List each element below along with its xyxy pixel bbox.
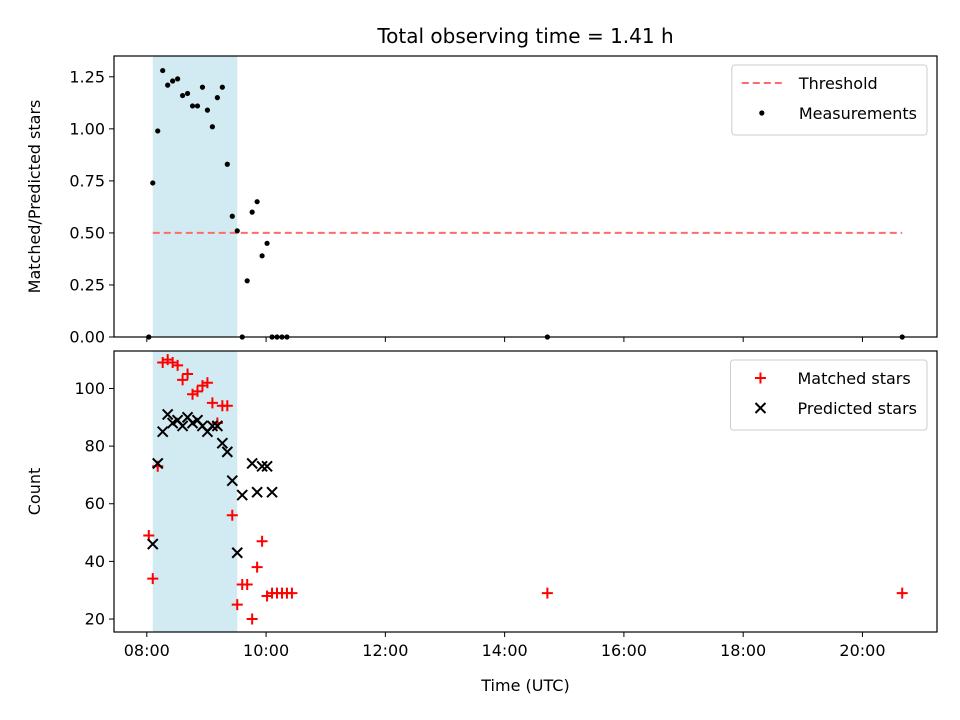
y-tick-label: 1.25	[69, 67, 105, 86]
data-point	[179, 92, 186, 99]
data-point	[254, 199, 260, 205]
legend-swatch	[759, 110, 765, 116]
top-panel: 0.00 0.25 0.50 0.75 1.00 1.25 Matched/Predicte…	[25, 55, 938, 347]
legend-swatch	[754, 372, 766, 384]
data-point	[896, 587, 908, 599]
data-point	[236, 489, 248, 501]
x-tick-label: 10:00	[243, 641, 289, 660]
legend: Threshold Measurements	[731, 64, 928, 136]
data-point	[206, 420, 219, 432]
data-point	[211, 420, 224, 432]
data-point	[249, 209, 255, 215]
y-tick-label: 0.75	[69, 171, 105, 190]
data-point	[177, 374, 189, 386]
data-point	[246, 457, 258, 470]
data-point	[241, 578, 253, 590]
data-point	[172, 359, 184, 371]
legend-entry-label: Matched stars	[797, 369, 910, 388]
data-point	[216, 437, 229, 449]
data-point	[266, 486, 278, 498]
data-point	[175, 76, 181, 82]
data-point	[165, 82, 171, 88]
series-predicted-stars	[147, 408, 278, 559]
data-point	[251, 561, 263, 573]
y-axis-label: Count	[25, 468, 44, 516]
y-axis-label: Matched/Predicted stars	[25, 100, 44, 294]
legend-swatch	[754, 402, 767, 414]
y-tick-label: 0.00	[69, 328, 105, 347]
axes-frame	[113, 350, 938, 633]
data-point	[286, 587, 298, 599]
x-tick-label: 18:00	[720, 641, 766, 660]
data-point	[259, 253, 265, 259]
shaded-region	[152, 351, 238, 632]
x-tick-label: 12:00	[362, 641, 408, 660]
data-point	[229, 213, 235, 219]
y-tick-label: 0.25	[69, 275, 105, 294]
data-point	[204, 107, 211, 113]
data-point	[221, 446, 234, 458]
data-point	[206, 397, 218, 409]
data-point	[244, 278, 250, 284]
y-tick-label: 20	[85, 610, 105, 629]
data-point	[541, 587, 553, 599]
y-tick-label: 60	[85, 494, 105, 513]
x-tick-label: 20:00	[839, 641, 885, 660]
bottom-panel: 20 40 60 80 100 08:00 10:00 12:00 14:00 16:00 18:0…	[25, 350, 938, 660]
y-tick-label: 40	[85, 552, 105, 571]
legend-box	[729, 359, 928, 431]
data-point	[191, 385, 203, 397]
data-point	[234, 228, 240, 234]
y-tick-label: 1.00	[69, 119, 105, 138]
data-point	[147, 538, 159, 550]
y-tick-label: 100	[74, 379, 105, 398]
data-point	[150, 180, 156, 186]
legend-entry-label: Threshold	[798, 74, 878, 93]
data-point	[199, 84, 206, 90]
data-point	[231, 547, 243, 559]
data-point	[156, 425, 169, 438]
data-point	[184, 90, 191, 97]
data-point	[147, 573, 159, 585]
data-point	[256, 460, 268, 472]
x-tick-label: 08:00	[124, 641, 170, 660]
legend-entry-label: Measurements	[799, 104, 917, 123]
data-point	[170, 78, 176, 84]
data-point	[256, 535, 268, 547]
data-point	[261, 460, 273, 472]
data-point	[189, 103, 196, 109]
data-point	[201, 377, 213, 389]
data-point	[226, 509, 238, 521]
data-point	[209, 124, 216, 130]
data-point	[161, 408, 174, 421]
legend-entry-label: Predicted stars	[797, 399, 917, 418]
data-point	[221, 400, 233, 412]
x-tick-label: 16:00	[601, 641, 647, 660]
data-point	[152, 457, 164, 470]
x-axis-label: Time (UTC)	[480, 676, 569, 695]
data-point	[246, 613, 258, 625]
legend: Matched stars Predicted stars	[729, 359, 928, 431]
data-point	[160, 67, 166, 74]
y-tick-label: 0.50	[69, 223, 105, 242]
shaded-region	[152, 56, 238, 337]
data-point	[182, 368, 194, 380]
data-point	[219, 84, 225, 90]
data-point	[251, 486, 263, 498]
data-point	[176, 420, 189, 432]
series-measurements	[146, 67, 905, 340]
data-point	[224, 161, 230, 167]
data-point	[231, 599, 243, 611]
data-point	[194, 103, 201, 109]
axes-frame	[113, 55, 938, 338]
data-point	[226, 474, 238, 487]
data-point	[264, 240, 270, 246]
chart-title: Total observing time = 1.41 h	[376, 24, 673, 48]
x-tick-label: 14:00	[482, 641, 528, 660]
data-point	[214, 95, 220, 101]
y-tick-label: 80	[85, 437, 105, 456]
data-point	[155, 128, 161, 134]
